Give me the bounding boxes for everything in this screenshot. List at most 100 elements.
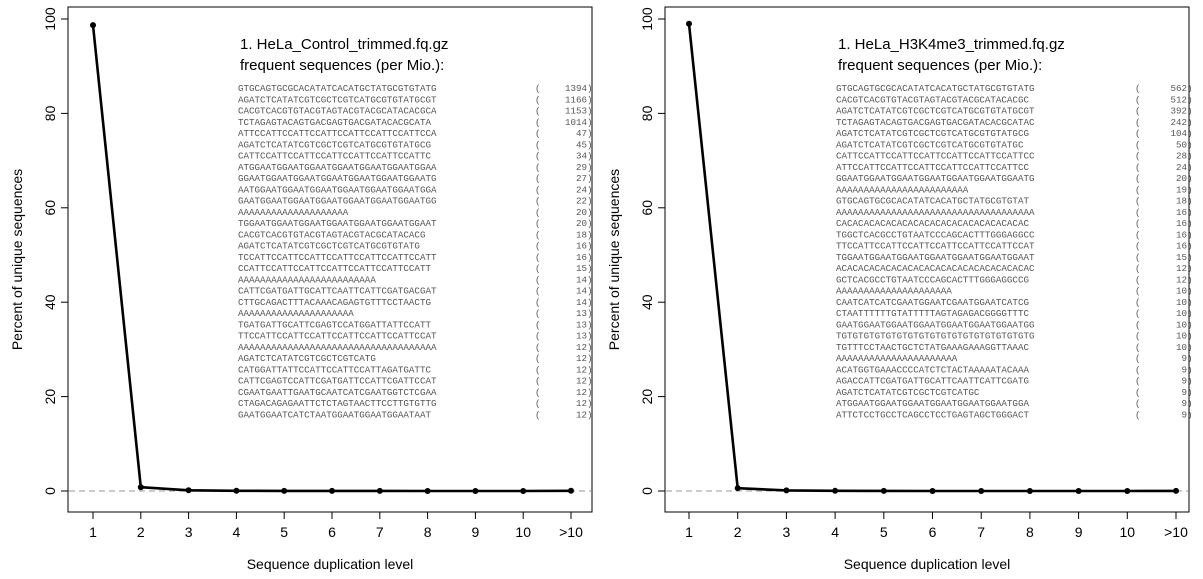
sequence-text: AGATCTCATATCGTCGCTCGTCATG — [238, 353, 376, 364]
sequence-text: GTGCAGTGCGCACATATCACATGCTATGCGTGTATG — [238, 83, 436, 94]
count-open-paren: ( — [1135, 106, 1141, 117]
data-point — [520, 487, 527, 494]
count-close-paren: ) — [1187, 94, 1193, 105]
data-point — [686, 20, 692, 27]
x-tick-label: 3 — [185, 524, 193, 540]
count-open-paren: ( — [535, 409, 541, 420]
sequence-row: CACACACACACACACACACACACACACACACACAC (16) — [836, 218, 1193, 229]
annotation-subtitle: frequent sequences (per Mio.): — [838, 57, 1042, 74]
count-close-paren: ) — [587, 207, 593, 218]
sequence-text: TTCCATTCCATTCCATTCCATTCCATTCCATTCCAT — [836, 241, 1035, 252]
count-close-paren: ) — [587, 117, 593, 128]
count-open-paren: ( — [535, 274, 541, 285]
count-close-paren: ) — [587, 286, 593, 297]
sequence-text: AAAAAAAAAAAAAAAAAAAAAAAA — [836, 184, 969, 195]
sequence-text: GCTCACGCCTGTAATCCCAGCACTTTGGGAGGCCG — [836, 274, 1029, 285]
sequence-text: TGATGATTGCATTCGAGTCCATGGATTATTCCATT — [238, 319, 431, 330]
sequence-count: 10 — [1176, 331, 1187, 342]
sequence-row: AGATCTCATATCGTCGCTCGTCATG (12) — [238, 353, 593, 364]
count-open-paren: ( — [535, 387, 541, 398]
sequence-text: AGATCTCATATCGTCGCTCGTCATGCGTGTATGCGT — [238, 94, 437, 105]
sequence-count: 18 — [1176, 196, 1187, 207]
count-open-paren: ( — [535, 139, 541, 150]
sequence-row: ATTCCATTCCATTCCATTCCATTCCATTCCATTCCA (47) — [238, 128, 593, 139]
sequence-count: 16 — [1176, 241, 1187, 252]
count-open-paren: ( — [1135, 139, 1141, 150]
plot-frame — [664, 6, 1190, 513]
count-close-paren: ) — [587, 353, 593, 364]
sequence-row: ATGGAATGGAATGGAATGGAATGGAATGGAATGGA (9) — [836, 398, 1193, 409]
data-point — [1026, 487, 1033, 494]
sequence-count: 12 — [576, 364, 587, 375]
sequence-count: 10 — [1176, 308, 1187, 319]
sequence-text: AGATCTCATATCGTCGCTCGTCATGCGTGTATGC — [836, 139, 1024, 150]
x-tick-label: 4 — [233, 524, 241, 540]
sequence-count: 12 — [576, 398, 587, 409]
sequence-text: ATTCCATTCCATTCCATTCCATTCCATTCCATTCC — [836, 162, 1029, 173]
y-tick-label: 40 — [639, 294, 655, 310]
y-tick-label: 60 — [42, 200, 58, 216]
count-open-paren: ( — [535, 342, 541, 353]
count-close-paren: ) — [1187, 364, 1193, 375]
sequence-row: AGATCTCATATCGTCGCTCGTCATGCGTGTATG (16) — [238, 241, 593, 252]
count-open-paren: ( — [1135, 274, 1141, 285]
count-open-paren: ( — [535, 83, 541, 94]
sequence-row: AGATCTCATATCGTCGCTCGTCATGCGTGTATGCG (45) — [238, 139, 593, 150]
sequence-row: AAAAAAAAAAAAAAAAAAAAAAAAA (14) — [238, 274, 593, 285]
sequence-row: AAAAAAAAAAAAAAAAAAAAAAAA (19) — [836, 184, 1193, 195]
count-close-paren: ) — [1187, 196, 1193, 207]
count-close-paren: ) — [1187, 218, 1193, 229]
sequence-text: GGAATGGAATGGAATGGAATGGAATGGAATGGAATG — [238, 173, 436, 184]
sequence-row: TGGCTCACGCCTGTAATCCCAGCACTTTGGGAGGCC (16) — [836, 229, 1193, 240]
y-tick-label: 100 — [42, 7, 58, 31]
count-close-paren: ) — [1187, 184, 1193, 195]
count-open-paren: ( — [1135, 353, 1141, 364]
count-open-paren: ( — [535, 331, 541, 342]
sequence-text: TGGCTCACGCCTGTAATCCCAGCACTTTGGGAGGCC — [836, 229, 1035, 240]
x-tick-label: 1 — [685, 524, 693, 540]
x-axis-label: Sequence duplication level — [844, 556, 1011, 572]
sequence-row: ATTCTCCTGCCTCAGCCTCCTGAGTAGCTGGGACT (9) — [836, 409, 1193, 420]
count-close-paren: ) — [1187, 241, 1193, 252]
count-close-paren: ) — [1187, 286, 1193, 297]
sequence-count: 242 — [1170, 117, 1187, 128]
sequence-text: ATGGAATGGAATGGAATGGAATGGAATGGAATGGAA — [238, 162, 437, 173]
y-tick-label: 20 — [42, 389, 58, 405]
sequence-count: 1153 — [565, 106, 587, 117]
count-open-paren: ( — [535, 286, 541, 297]
count-open-paren: ( — [1135, 229, 1141, 240]
count-close-paren: ) — [587, 139, 593, 150]
sequence-row: CATGGATTATTCCATTCCATTCCATTAGATGATTC (12) — [238, 364, 593, 375]
sequence-text: TCTAGAGTACAGTGACGAGTGACGATACACGCATA — [238, 117, 431, 128]
y-tick-label: 80 — [42, 105, 58, 121]
sequence-count: 16 — [576, 252, 587, 263]
sequence-row: GGAATGGAATGGAATGGAATGGAATGGAATGGAATG (27) — [238, 173, 593, 184]
count-open-paren: ( — [1135, 151, 1141, 162]
sequence-row: TCCATTCCATTCCATTCCATTCCATTCCATTCCATT (16) — [238, 252, 593, 263]
data-point — [783, 487, 790, 494]
sequence-text: GTGCAGTGCGCACATATCACATGCTATGCGTGTAT — [836, 196, 1029, 207]
count-close-paren: ) — [1187, 398, 1193, 409]
data-point — [90, 22, 96, 29]
count-close-paren: ) — [587, 409, 593, 420]
count-close-paren: ) — [1187, 117, 1193, 128]
count-close-paren: ) — [1187, 297, 1193, 308]
count-open-paren: ( — [1135, 376, 1141, 387]
count-close-paren: ) — [587, 297, 593, 308]
count-open-paren: ( — [535, 162, 541, 173]
sequence-text: AAAAAAAAAAAAAAAAAAAAAAAAAAAAAAAAAAAA — [238, 342, 437, 353]
count-open-paren: ( — [535, 364, 541, 375]
sequence-row: CACGTCACGTGTACGTAGTACGTACGCATACACGCA (115… — [238, 106, 593, 117]
count-open-paren: ( — [535, 106, 541, 117]
sequence-row: TTCCATTCCATTCCATTCCATTCCATTCCATTCCAT (13) — [238, 331, 593, 342]
sequence-text: AAAAAAAAAAAAAAAAAAAAAAAAAAAAAAAAAAAA — [836, 207, 1035, 218]
sequence-text: CTTGCAGACTTTACAAACAGAGTGTTTCCTAACTG — [238, 297, 431, 308]
sequence-count: 9 — [1181, 409, 1187, 420]
sequence-count: 13 — [576, 319, 587, 330]
sequence-count: 512 — [1170, 94, 1187, 105]
sequence-count: 12 — [1176, 274, 1187, 285]
plot-frame — [67, 6, 593, 513]
x-tick-label: 7 — [977, 524, 985, 540]
x-tick-label: 7 — [376, 524, 384, 540]
